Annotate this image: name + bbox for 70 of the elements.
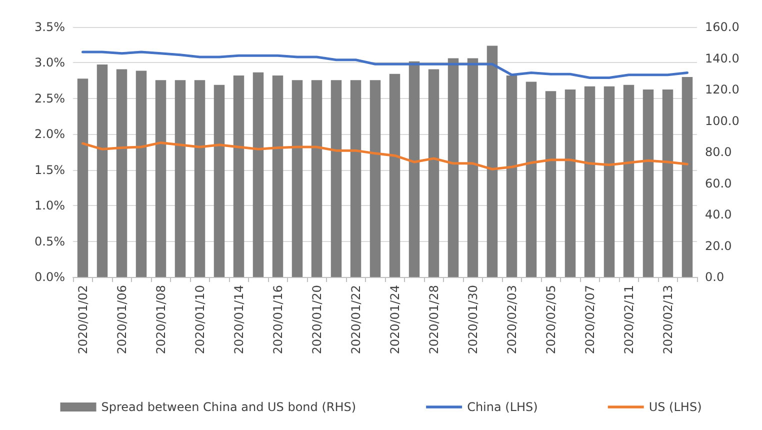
x-tick-label: 2020/01/22 (348, 285, 363, 354)
bar (662, 90, 674, 277)
y2-tick-label: 80.0 (705, 145, 732, 159)
bar (408, 61, 420, 277)
x-tick-label: 2020/02/03 (504, 285, 519, 354)
bar (467, 58, 478, 277)
y2-tick-label: 120.0 (705, 82, 740, 96)
bar (155, 80, 166, 277)
bar (272, 75, 284, 277)
bar (526, 82, 537, 277)
bar (77, 78, 88, 277)
bar (311, 80, 322, 277)
x-tick-label: 2020/01/28 (426, 285, 441, 354)
legend-label: China (LHS) (467, 400, 538, 414)
x-tick-label: 2020/02/07 (582, 285, 597, 354)
y2-tick-label: 20.0 (705, 238, 732, 253)
line-series (82, 141, 688, 170)
y-tick-label: 2.0% (34, 127, 65, 142)
bar (428, 69, 440, 277)
bar (564, 90, 576, 277)
x-tick-label: 2020/01/06 (114, 285, 129, 354)
x-tick-label: 2020/01/30 (466, 285, 480, 354)
bar (233, 75, 244, 277)
x-tick-label: 2020/01/10 (192, 285, 207, 354)
x-tick-label: 2020/01/08 (154, 285, 168, 354)
bar (136, 70, 147, 277)
bar (642, 90, 654, 277)
y-tick-label: 0.0% (34, 270, 65, 284)
y-tick-label: 3.0% (34, 56, 65, 70)
y2-tick-label: 140.0 (705, 51, 740, 66)
bar (292, 80, 303, 277)
bar (252, 72, 264, 277)
bar (96, 64, 108, 277)
bar (214, 84, 225, 277)
y-tick-label: 3.5% (34, 20, 65, 34)
legend-label: Spread between China and US bond (RHS) (101, 400, 356, 414)
x-tick-label: 2020/01/16 (270, 285, 285, 354)
x-tick-label: 2020/02/13 (660, 285, 675, 354)
y2-tick-label: 0.0 (705, 270, 724, 284)
bar (350, 80, 362, 277)
y2-tick-label: 40.0 (705, 208, 732, 222)
bar (194, 80, 206, 277)
x-tick-label: 2020/01/02 (76, 285, 90, 354)
x-tick-label: 2020/02/05 (544, 285, 558, 354)
line-series (82, 50, 688, 79)
bar (330, 80, 342, 277)
x-tick-label: 2020/01/14 (232, 285, 246, 354)
y-tick-label: 1.0% (34, 198, 65, 213)
bar (370, 80, 381, 277)
y-tick-label: 0.5% (34, 234, 65, 248)
legend-label: US (LHS) (648, 400, 702, 414)
bar (623, 84, 634, 277)
bar (116, 69, 128, 277)
bar (545, 91, 556, 277)
bar (584, 86, 596, 277)
x-tick-label: 2020/02/11 (622, 285, 636, 354)
bar (174, 80, 186, 277)
y2-tick-label: 100.0 (705, 114, 740, 128)
y-tick-label: 1.5% (34, 162, 65, 177)
y-tick-label: 2.5% (34, 91, 65, 106)
bar (448, 58, 459, 277)
x-tick-label: 2020/01/24 (388, 285, 402, 354)
x-tick-label: 2020/01/20 (310, 285, 324, 354)
bar (682, 77, 693, 277)
y2-tick-label: 60.0 (705, 176, 732, 190)
bar (604, 86, 615, 277)
y2-tick-label: 160.0 (705, 20, 740, 34)
bar (486, 46, 498, 277)
bar (506, 75, 518, 277)
bar (389, 74, 400, 277)
